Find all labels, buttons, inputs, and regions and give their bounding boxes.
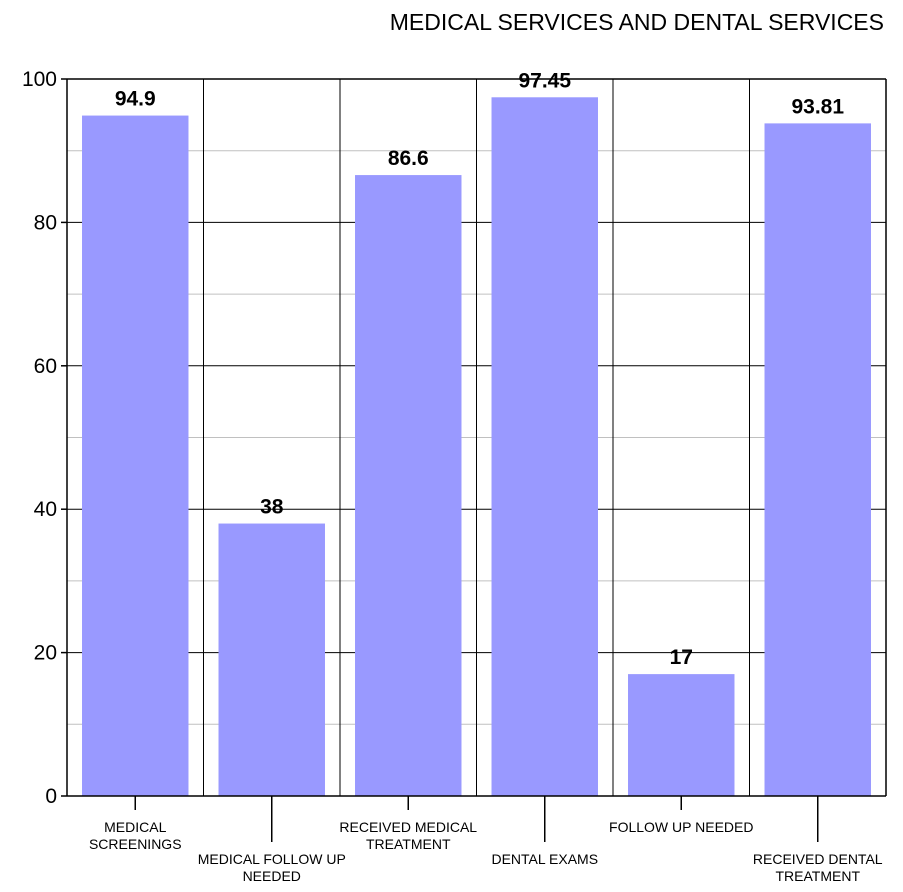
y-tick-label: 20 — [34, 642, 57, 665]
chart-title: MEDICAL SERVICES AND DENTAL SERVICES — [390, 9, 884, 35]
data-label: 97.45 — [518, 69, 571, 92]
x-tick-label: RECEIVED DENTAL — [753, 851, 883, 867]
x-tick-label: TREATMENT — [366, 836, 451, 852]
y-tick-label: 80 — [34, 211, 57, 234]
data-label: 94.9 — [115, 88, 156, 111]
x-tick-label: TREATMENT — [775, 868, 860, 884]
bar — [82, 115, 189, 796]
x-tick-label: DENTAL EXAMS — [491, 851, 598, 867]
bar — [764, 123, 871, 796]
bar — [491, 97, 598, 796]
bar — [355, 175, 462, 796]
x-tick-label: MEDICAL FOLLOW UP — [198, 851, 346, 867]
x-tick-label: FOLLOW UP NEEDED — [609, 819, 753, 835]
labels: 94.9 38 86.6 97.45 17 93.81 0 20 40 60 80 100 MEDICA… — [22, 68, 883, 884]
bars — [82, 97, 871, 796]
data-label: 93.81 — [791, 95, 844, 118]
grid — [67, 78, 886, 796]
data-label: 86.6 — [388, 147, 429, 170]
data-label: 17 — [670, 646, 693, 669]
x-tick-label: RECEIVED MEDICAL — [339, 819, 477, 835]
x-tick-label: SCREENINGS — [89, 836, 182, 852]
y-tick-label: 60 — [34, 355, 57, 378]
y-tick-label: 40 — [34, 498, 57, 521]
bar — [628, 674, 735, 796]
x-tick-label: NEEDED — [243, 868, 301, 884]
y-tick-label: 100 — [22, 68, 57, 91]
y-tick-label: 0 — [45, 785, 57, 808]
bar — [218, 523, 325, 796]
data-label: 38 — [260, 496, 284, 519]
x-tick-label: MEDICAL — [104, 819, 166, 835]
axes — [61, 78, 887, 842]
